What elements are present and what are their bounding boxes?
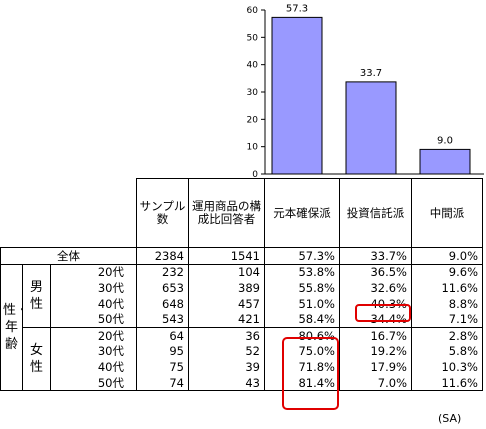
- y-tick-label: 20: [247, 115, 259, 125]
- header-row: サンプル数 運用商品の構成比回答者 元本確保派 投資信託派 中間派: [1, 178, 483, 248]
- y-tick-label: 60: [247, 6, 259, 16]
- table-cell: 7.0%: [339, 374, 412, 392]
- table-cell: 51.0%: [264, 295, 340, 312]
- table-cell: 653: [136, 280, 189, 296]
- table-cell: 5.8%: [411, 343, 483, 360]
- header-blank: [1, 179, 137, 248]
- table-cell: 33.7%: [339, 247, 412, 265]
- table-cell: 75: [136, 359, 189, 375]
- table-cell: 19.2%: [339, 343, 412, 360]
- column-header-5: 中間派: [411, 178, 483, 248]
- table-cell: 9.6%: [411, 263, 483, 281]
- table-cell: 457: [188, 295, 265, 312]
- table-row: 40代 75 39 71.8% 17.9% 10.3%: [1, 359, 483, 375]
- column-header-4: 投資信託派: [339, 178, 412, 248]
- table-cell: 104: [188, 263, 265, 281]
- row-label-age: 30代: [50, 280, 137, 296]
- bar-1: [271, 16, 323, 175]
- table-cell: 11.6%: [411, 280, 483, 296]
- data-label-1: 57.3: [286, 3, 308, 14]
- highlight-box-female-principal: [282, 337, 339, 410]
- table-cell: 64: [136, 326, 189, 344]
- group-label-1: 男性: [22, 263, 51, 328]
- column-header-3: 元本確保派: [264, 178, 340, 248]
- table-cell: 36.5%: [339, 263, 412, 281]
- row-label-age: 40代: [50, 359, 137, 375]
- table-cell: 1541: [188, 247, 265, 265]
- y-tick-label: 10: [247, 143, 259, 153]
- table-cell: 389: [188, 280, 265, 296]
- table-cell: 95: [136, 343, 189, 360]
- data-label-3: 9.0: [437, 135, 453, 146]
- row-label-age: 40代: [50, 295, 137, 312]
- table-cell: 55.8%: [264, 280, 340, 296]
- highlight-box-male-40s-investment: [355, 304, 411, 322]
- table-row: 40代 648 457 51.0% 40.3% 8.8%: [1, 295, 483, 312]
- table-cell: 39: [188, 359, 265, 375]
- table-cell: 2384: [136, 247, 189, 265]
- table-row: 50代 74 43 81.4% 7.0% 11.6%: [1, 374, 483, 392]
- table-cell: 648: [136, 295, 189, 312]
- column-header-2: 運用商品の構成比回答者: [188, 178, 265, 248]
- table-cell: 36: [188, 326, 265, 344]
- table-cell: 8.8%: [411, 295, 483, 312]
- table-cell: 11.6%: [411, 374, 483, 392]
- data-table: サンプル数 運用商品の構成比回答者 元本確保派 投資信託派 中間派 全体 2384 1541 5…: [0, 178, 486, 392]
- table-cell: 43: [188, 374, 265, 392]
- table-cell: 232: [136, 263, 189, 281]
- table-cell: 10.3%: [411, 359, 483, 375]
- table-row-total: 全体 2384 1541 57.3% 33.7% 9.0%: [0, 247, 483, 265]
- table-cell: 17.9%: [339, 359, 412, 375]
- table-row: 30代 653 389 55.8% 32.6% 11.6%: [1, 280, 483, 296]
- table-cell: 16.7%: [339, 326, 412, 344]
- table-cell: 543: [136, 311, 189, 328]
- group-label-gender-age: 性・年齢: [0, 263, 23, 392]
- y-tick-label: 30: [247, 88, 259, 98]
- y-tick-label: 40: [247, 61, 259, 71]
- bar-3: [419, 148, 471, 175]
- table-cell: 57.3%: [264, 247, 340, 265]
- table-cell: 52: [188, 343, 265, 360]
- table-cell: 7.1%: [411, 311, 483, 328]
- y-tick-label: 0: [252, 170, 258, 178]
- table-cell: 74: [136, 374, 189, 392]
- table-cell: 53.8%: [264, 263, 340, 281]
- table-row: 30代 95 52 75.0% 19.2% 5.8%: [1, 343, 483, 360]
- row-label-age: 50代: [50, 311, 137, 328]
- data-label-2: 33.7: [360, 68, 382, 79]
- table-cell: 34.4%: [339, 311, 412, 328]
- table-cell: 58.4%: [264, 311, 340, 328]
- row-label-age: 30代: [50, 343, 137, 360]
- column-header-1: サンプル数: [136, 178, 189, 248]
- bar-2: [345, 81, 397, 175]
- table-cell: 9.0%: [411, 247, 483, 265]
- table-cell: 421: [188, 311, 265, 328]
- row-label-age: 50代: [50, 374, 137, 392]
- y-tick-label: 50: [247, 33, 259, 43]
- table-row: 50代 543 421 58.4% 34.4% 7.1%: [1, 311, 483, 328]
- table-row: 女性 20代 64 36 80.6% 16.7% 2.8%: [1, 326, 483, 392]
- answer-type-note: (SA): [438, 412, 462, 425]
- table-cell: 32.6%: [339, 280, 412, 296]
- row-label-age: 20代: [50, 263, 137, 281]
- group-label-2: 女性: [22, 326, 51, 392]
- row-label-age: 20代: [50, 326, 137, 344]
- table-cell: 2.8%: [411, 326, 483, 344]
- bar-chart: 0 10 20 30 40 50 60 57.3 33.7 9.0: [247, 3, 484, 178]
- row-label-total: 全体: [0, 247, 137, 265]
